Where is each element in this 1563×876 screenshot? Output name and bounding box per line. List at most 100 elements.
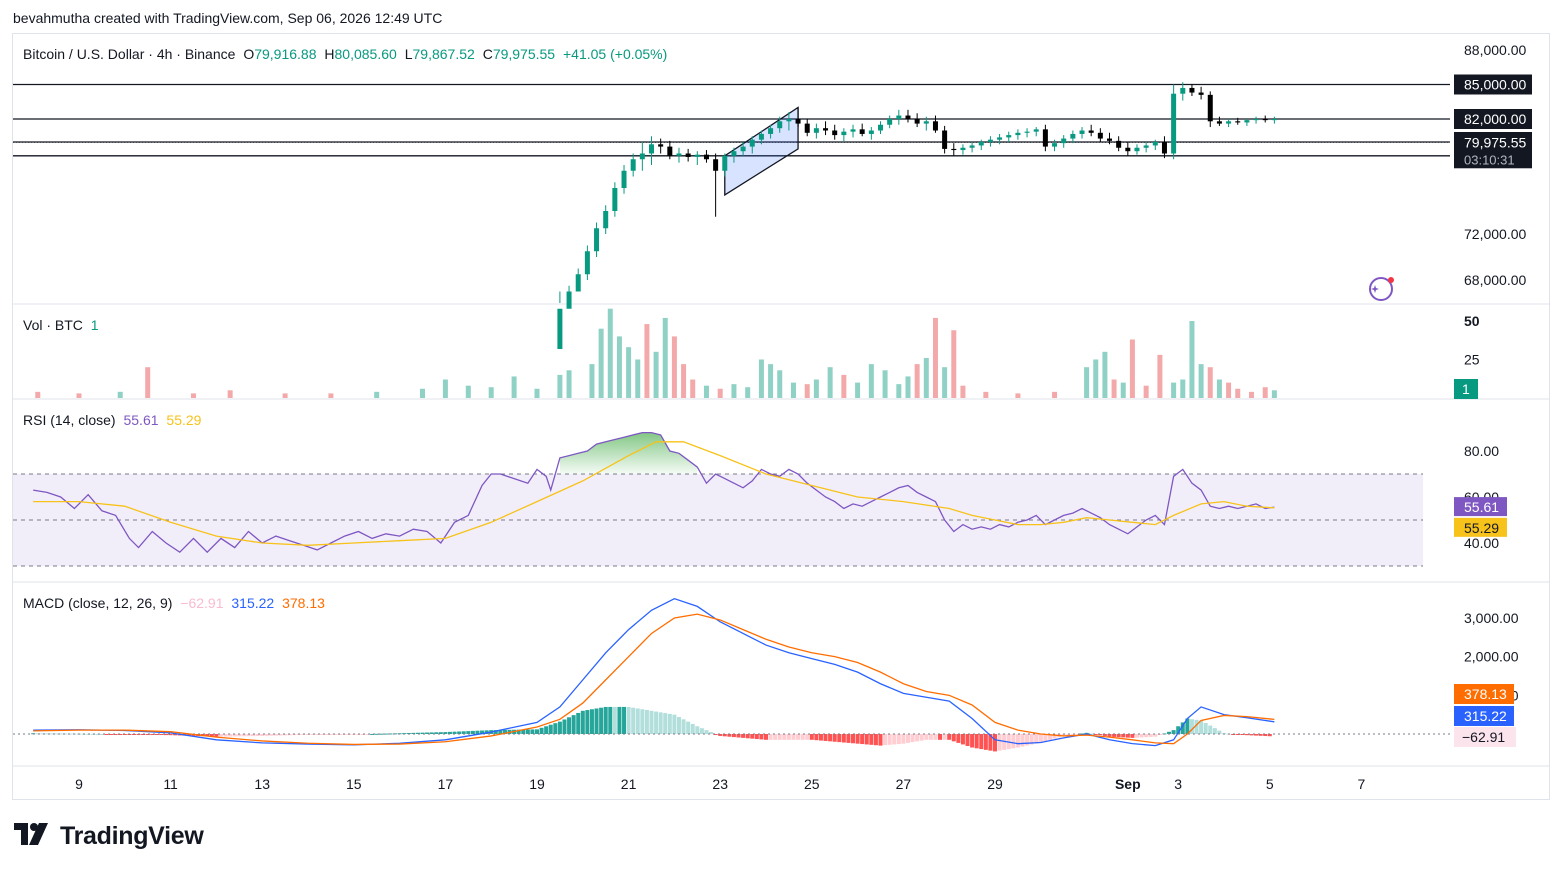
rsi-ma-tag: 55.29 (1464, 520, 1499, 536)
price-tick-label: 88,000.00 (1464, 42, 1526, 58)
macd-hist-bar (933, 734, 938, 740)
macd-hist-bar (159, 734, 164, 736)
macd-label: MACD (close, 12, 26, 9) (23, 595, 173, 611)
price-level-tag-bg (1454, 74, 1532, 95)
candle-body (823, 128, 829, 131)
volume-bar (1207, 367, 1213, 398)
macd-hist-bar (328, 734, 333, 735)
macd-hist-bar (1112, 734, 1117, 737)
candle-body (795, 119, 801, 124)
legend-open: 79,916.88 (254, 46, 317, 62)
macd-hist-bar (626, 706, 631, 734)
candle-body (1171, 93, 1177, 154)
macd-hist-bar (1121, 734, 1126, 738)
candle-body (749, 139, 755, 147)
macd-hist-bar (1153, 734, 1158, 737)
price-candle (1235, 117, 1241, 125)
volume-current-tag: 1 (1462, 381, 1470, 397)
candle-body (850, 129, 856, 132)
candle-body (703, 154, 709, 160)
price-candle (932, 115, 938, 133)
volume-bar (589, 364, 595, 398)
candle-body (1262, 119, 1268, 121)
macd-hist-bar (1167, 731, 1172, 734)
time-tick-label: 23 (712, 776, 728, 792)
volume-bar (1102, 351, 1108, 398)
volume-tick-label: 50 (1464, 313, 1480, 329)
macd-hist-bar (466, 731, 471, 734)
tradingview-logo-icon (14, 822, 54, 852)
macd-hist-bar (617, 706, 622, 734)
macd-hist-bar (1203, 723, 1208, 734)
macd-hist-bar (35, 733, 40, 735)
price-candle (649, 136, 654, 165)
volume-bar (827, 367, 833, 398)
macd-hist-bar (218, 734, 223, 737)
volume-bar (1248, 391, 1254, 398)
price-candle (575, 268, 581, 292)
candle-body (932, 121, 938, 131)
candle-body (923, 121, 929, 124)
macd-hist-bar (873, 734, 878, 746)
macd-hist-bar (95, 733, 100, 735)
price-candle (1253, 116, 1259, 124)
macd-hist-bar (104, 734, 109, 735)
macd-hist-bar (699, 728, 704, 734)
macd-hist-bar (393, 733, 398, 735)
macd-hist-bar (480, 730, 485, 734)
macd-hist-bar (1171, 730, 1176, 734)
last-price-tag: 79,975.55 (1464, 134, 1526, 150)
price-candle (685, 148, 691, 162)
macd-hist-bar (1075, 734, 1080, 735)
macd-hist-bar (736, 734, 741, 738)
volume-tick-label: 25 (1464, 352, 1480, 368)
macd-signal-line (33, 613, 1275, 746)
macd-hist-bar (58, 733, 63, 735)
time-tick-label: 11 (163, 776, 178, 792)
macd-hist-bar (718, 734, 723, 736)
macd-hist-bar (420, 732, 425, 734)
macd-hist-bar (644, 710, 649, 734)
macd-hist-bar (640, 709, 645, 734)
macd-hist-bar (731, 734, 736, 738)
volume-bar (1262, 387, 1268, 398)
macd-hist-bar (878, 734, 883, 746)
macd-signal-tag-bg (1454, 684, 1514, 704)
time-tick-label: 3 (1174, 776, 1182, 792)
macd-tick-label: 3,000.00 (1464, 610, 1519, 626)
macd-hist-bar (979, 734, 984, 750)
tradingview-logo[interactable]: TradingView (14, 822, 204, 852)
legend-high-label: H (324, 46, 335, 62)
rsi-label: RSI (14, close) (23, 412, 116, 428)
volume-bar (1157, 354, 1163, 398)
macd-hist-bar (947, 734, 952, 740)
volume-bar (681, 364, 687, 398)
candle-body (1161, 142, 1167, 154)
macd-hist-bar (754, 734, 759, 740)
candle-body (621, 170, 627, 188)
macd-hist-bar (1134, 734, 1139, 738)
volume-bar (1120, 382, 1126, 398)
candle-body (878, 124, 883, 131)
price-level-tag: 85,000.00 (1464, 77, 1526, 93)
volume-bar (1180, 379, 1186, 398)
macd-hist-bar (461, 731, 466, 734)
legend-low: 79,867.52 (412, 46, 475, 62)
volume-bar (465, 385, 471, 398)
macd-hist-bar (333, 734, 338, 735)
macd-hist-bar (264, 734, 269, 736)
price-candle (1070, 130, 1076, 144)
candle-body (841, 131, 847, 136)
macd-hist-bar (1125, 734, 1130, 738)
volume-bar (960, 385, 966, 398)
macd-hist-bar (365, 734, 370, 735)
macd-hist-bar (209, 734, 214, 737)
candle-body (951, 148, 957, 151)
macd-hist-bar (951, 734, 956, 742)
macd-hist-bar (942, 734, 947, 740)
volume-bar (1015, 393, 1021, 398)
volume-bar (717, 388, 723, 398)
price-candle (694, 151, 700, 165)
macd-hist-bar (800, 734, 805, 740)
